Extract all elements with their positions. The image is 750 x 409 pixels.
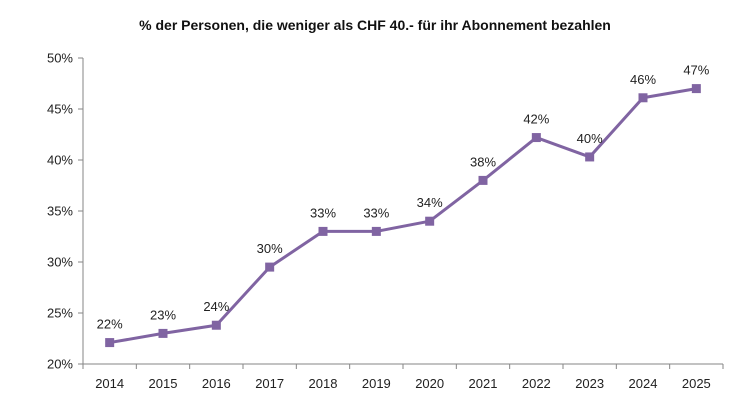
y-tick-label: 45% — [47, 102, 73, 117]
x-tick-label: 2024 — [629, 376, 658, 391]
y-tick-label: 50% — [47, 51, 73, 66]
y-tick-label: 35% — [47, 204, 73, 219]
data-point — [211, 320, 221, 330]
x-tick-label: 2015 — [149, 376, 178, 391]
data-point — [318, 226, 328, 236]
y-tick-label: 40% — [47, 153, 73, 168]
data-point — [531, 133, 541, 143]
data-label: 22% — [97, 317, 123, 332]
data-point — [371, 226, 381, 236]
x-tick-label: 2016 — [202, 376, 231, 391]
x-tick-label: 2017 — [255, 376, 284, 391]
x-tick-label: 2023 — [575, 376, 604, 391]
data-label: 30% — [257, 241, 283, 256]
data-point — [585, 152, 595, 162]
series-line — [109, 87, 697, 345]
y-tick-label: 30% — [47, 255, 73, 270]
x-tick-label: 2014 — [95, 376, 124, 391]
x-tick-label: 2022 — [522, 376, 551, 391]
x-tick-label: 2019 — [362, 376, 391, 391]
data-label: 34% — [417, 195, 443, 210]
data-label: 42% — [523, 112, 549, 127]
data-label: 47% — [683, 63, 709, 78]
data-point — [158, 328, 168, 338]
data-point — [425, 216, 435, 226]
data-label: 24% — [203, 299, 229, 314]
data-point — [691, 84, 701, 94]
x-tick-label: 2018 — [309, 376, 338, 391]
data-point — [638, 93, 648, 103]
data-point — [265, 262, 275, 272]
y-tick-label: 25% — [47, 306, 73, 321]
data-label: 38% — [470, 154, 496, 169]
data-label: 33% — [310, 205, 336, 220]
y-tick-label: 20% — [47, 357, 73, 372]
data-label: 46% — [630, 72, 656, 87]
data-point — [105, 338, 115, 348]
x-tick-label: 2021 — [469, 376, 498, 391]
data-label: 33% — [363, 205, 389, 220]
data-point — [478, 175, 488, 185]
data-label: 40% — [577, 131, 603, 146]
chart-title: % der Personen, die weniger als CHF 40.-… — [139, 17, 611, 33]
data-label: 23% — [150, 307, 176, 322]
x-tick-label: 2025 — [682, 376, 711, 391]
x-tick-label: 2020 — [415, 376, 444, 391]
